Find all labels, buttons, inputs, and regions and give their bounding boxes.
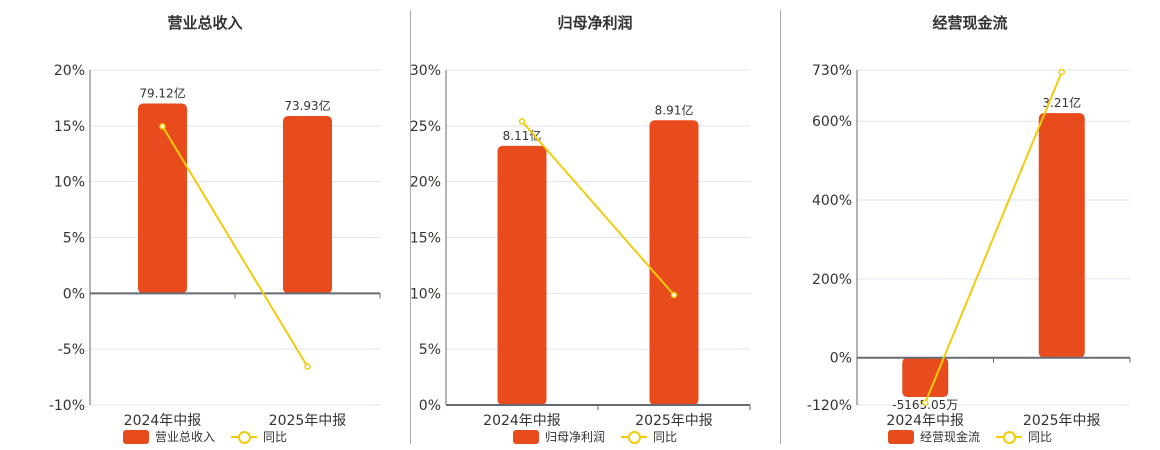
legend-line-label[interactable]: 同比 bbox=[653, 430, 678, 444]
x-tick-label: 2024年中报 bbox=[124, 413, 202, 429]
y-tick-label: -120% bbox=[807, 398, 852, 414]
chart-title: 营业总收入 bbox=[167, 14, 243, 32]
y-tick-label: 0% bbox=[419, 398, 441, 414]
y-tick-label: 0% bbox=[63, 286, 85, 302]
bar-data-label: 8.91亿 bbox=[655, 102, 694, 117]
legend-line-label[interactable]: 同比 bbox=[1028, 430, 1053, 444]
yoy-point bbox=[304, 363, 311, 370]
legend-line-swatch bbox=[231, 430, 257, 444]
y-tick-label: 10% bbox=[54, 175, 85, 191]
legend-bar-swatch bbox=[887, 429, 914, 444]
bar bbox=[1038, 113, 1085, 358]
y-tick-label: 30% bbox=[410, 63, 441, 79]
yoy-point bbox=[159, 123, 166, 130]
y-tick-label: -10% bbox=[49, 398, 85, 414]
legend-bar-label[interactable]: 归母净利润 bbox=[544, 430, 605, 444]
legend-bar-label[interactable]: 营业总收入 bbox=[154, 430, 215, 444]
bar bbox=[649, 120, 699, 405]
legend-line-swatch bbox=[996, 430, 1022, 444]
y-tick-label: 400% bbox=[812, 193, 852, 209]
y-tick-label: 20% bbox=[410, 175, 441, 191]
bar-data-label: 3.21亿 bbox=[1042, 95, 1081, 110]
yoy-line bbox=[521, 120, 675, 296]
legend-line-label[interactable]: 同比 bbox=[263, 430, 288, 444]
chart-svg: 730%600%400%200%0%-120%-5165.05万3.21亿202… bbox=[807, 63, 1131, 429]
chart-panel-cash-flow: 经营现金流 730%600%400%200%0%-120%-5165.05万3.… bbox=[780, 0, 1160, 450]
x-tick-label: 2024年中报 bbox=[483, 413, 561, 429]
legend-bar-swatch bbox=[512, 429, 539, 444]
legend: 归母净利润 同比 bbox=[410, 428, 780, 445]
y-tick-label: 5% bbox=[63, 231, 85, 247]
chart-title: 归母净利润 bbox=[557, 14, 633, 32]
yoy-point bbox=[922, 399, 929, 406]
legend-line-swatch bbox=[621, 430, 647, 444]
divider bbox=[410, 10, 411, 444]
y-tick-label: 730% bbox=[812, 63, 852, 79]
yoy-point bbox=[518, 118, 526, 125]
bar bbox=[138, 103, 187, 294]
yoy-line bbox=[924, 71, 1063, 404]
y-tick-label: 15% bbox=[54, 119, 85, 135]
bar bbox=[497, 145, 547, 405]
y-tick-label: 5% bbox=[419, 342, 441, 358]
yoy-line bbox=[161, 125, 309, 368]
chart-panel-net-profit: 归母净利润 30% 25% 20% 15% 10% 5% 0% 8.11亿 8.91亿 2024年… bbox=[410, 0, 780, 450]
chart-panel-revenue: 营业总收入 20% 15% 10% 5% 0% -5% -10% 79.12亿 73.93亿 20… bbox=[0, 0, 410, 450]
y-tick-label: 25% bbox=[410, 119, 441, 135]
yoy-point bbox=[1058, 68, 1065, 76]
x-tick-label: 2025年中报 bbox=[1023, 413, 1101, 429]
legend-bar-swatch bbox=[122, 429, 149, 444]
y-tick-label: -5% bbox=[58, 342, 85, 358]
bar-data-label: 8.11亿 bbox=[503, 128, 542, 143]
y-tick-label: 0% bbox=[830, 351, 852, 367]
x-tick-label: 2025年中报 bbox=[635, 413, 713, 429]
x-tick-label: 2024年中报 bbox=[886, 413, 964, 429]
bar bbox=[283, 115, 332, 294]
chart-svg: 30% 25% 20% 15% 10% 5% 0% 8.11亿 8.91亿 2024年中报 2025… bbox=[410, 63, 751, 429]
legend: 营业总收入 同比 bbox=[0, 428, 410, 445]
bar bbox=[902, 357, 949, 398]
y-tick-label: 20% bbox=[54, 63, 85, 79]
yoy-point bbox=[670, 291, 678, 299]
divider bbox=[780, 10, 781, 444]
chart-svg: 20% 15% 10% 5% 0% -5% -10% 79.12亿 73.93亿 2024年中报 2… bbox=[49, 63, 381, 429]
y-tick-label: 10% bbox=[410, 286, 441, 302]
chart-title: 经营现金流 bbox=[932, 14, 1008, 32]
bar-data-label: 79.12亿 bbox=[139, 86, 185, 101]
y-tick-label: 15% bbox=[410, 231, 441, 247]
y-tick-label: 600% bbox=[812, 114, 852, 130]
legend-bar-label[interactable]: 经营现金流 bbox=[919, 430, 980, 444]
x-tick-label: 2025年中报 bbox=[269, 413, 347, 429]
legend: 经营现金流 同比 bbox=[780, 428, 1160, 445]
bar-data-label: 73.93亿 bbox=[284, 98, 330, 113]
y-tick-label: 200% bbox=[812, 272, 852, 288]
